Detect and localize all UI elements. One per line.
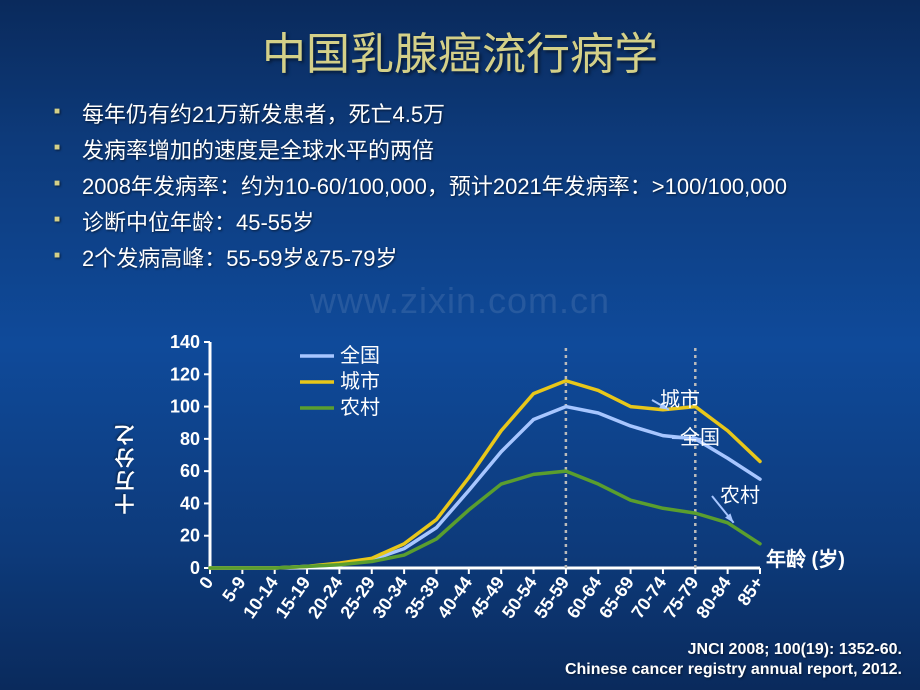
page-title: 中国乳腺癌流行病学: [0, 0, 920, 82]
svg-text:40: 40: [180, 493, 200, 513]
svg-text:100: 100: [170, 397, 200, 417]
svg-text:35-39: 35-39: [401, 573, 444, 622]
svg-text:85+: 85+: [733, 573, 767, 609]
incidence-chart: 十万分之 02040608010012014005-910-1415-1920-…: [160, 342, 800, 652]
bullet-item: 2008年发病率：约为10-60/100,000，预计2021年发病率：>100…: [60, 170, 880, 204]
svg-text:75-79: 75-79: [660, 573, 703, 622]
bullet-item: 每年仍有约21万新发患者，死亡4.5万: [60, 98, 880, 132]
svg-text:10-14: 10-14: [239, 573, 282, 622]
svg-text:城市: 城市: [660, 388, 700, 411]
svg-text:年龄 (岁): 年龄 (岁): [766, 547, 845, 571]
svg-text:80-84: 80-84: [692, 573, 735, 622]
svg-text:全国: 全国: [340, 344, 380, 367]
bullet-list: 每年仍有约21万新发患者，死亡4.5万发病率增加的速度是全球水平的两倍2008年…: [0, 82, 920, 276]
svg-text:城市: 城市: [340, 370, 380, 393]
svg-text:30-34: 30-34: [369, 573, 412, 622]
svg-text:50-54: 50-54: [498, 573, 541, 622]
svg-text:70-74: 70-74: [627, 573, 670, 622]
citation: JNCI 2008; 100(19): 1352-60.Chinese canc…: [565, 640, 902, 680]
svg-text:65-69: 65-69: [595, 573, 638, 622]
svg-text:农村: 农村: [720, 484, 760, 507]
svg-text:60-64: 60-64: [563, 573, 606, 622]
svg-text:60: 60: [180, 461, 200, 481]
svg-text:45-49: 45-49: [466, 573, 509, 622]
svg-text:25-29: 25-29: [336, 573, 379, 622]
svg-text:0: 0: [195, 573, 217, 593]
svg-text:40-44: 40-44: [433, 573, 476, 622]
svg-text:农村: 农村: [340, 396, 380, 419]
watermark: www.zixin.com.cn: [0, 280, 920, 322]
bullet-item: 2个发病高峰：55-59岁&75-79岁: [60, 242, 880, 276]
svg-text:20: 20: [180, 526, 200, 546]
svg-text:55-59: 55-59: [530, 573, 573, 622]
chart-svg: 02040608010012014005-910-1415-1920-2425-…: [160, 342, 800, 652]
svg-text:140: 140: [170, 332, 200, 352]
bullet-item: 发病率增加的速度是全球水平的两倍: [60, 134, 880, 168]
bullet-item: 诊断中位年龄：45-55岁: [60, 206, 880, 240]
svg-text:20-24: 20-24: [304, 573, 347, 622]
svg-text:全国: 全国: [680, 426, 720, 449]
y-axis-label: 十万分之: [112, 422, 141, 514]
svg-text:80: 80: [180, 429, 200, 449]
svg-text:15-19: 15-19: [272, 573, 315, 622]
svg-text:120: 120: [170, 364, 200, 384]
